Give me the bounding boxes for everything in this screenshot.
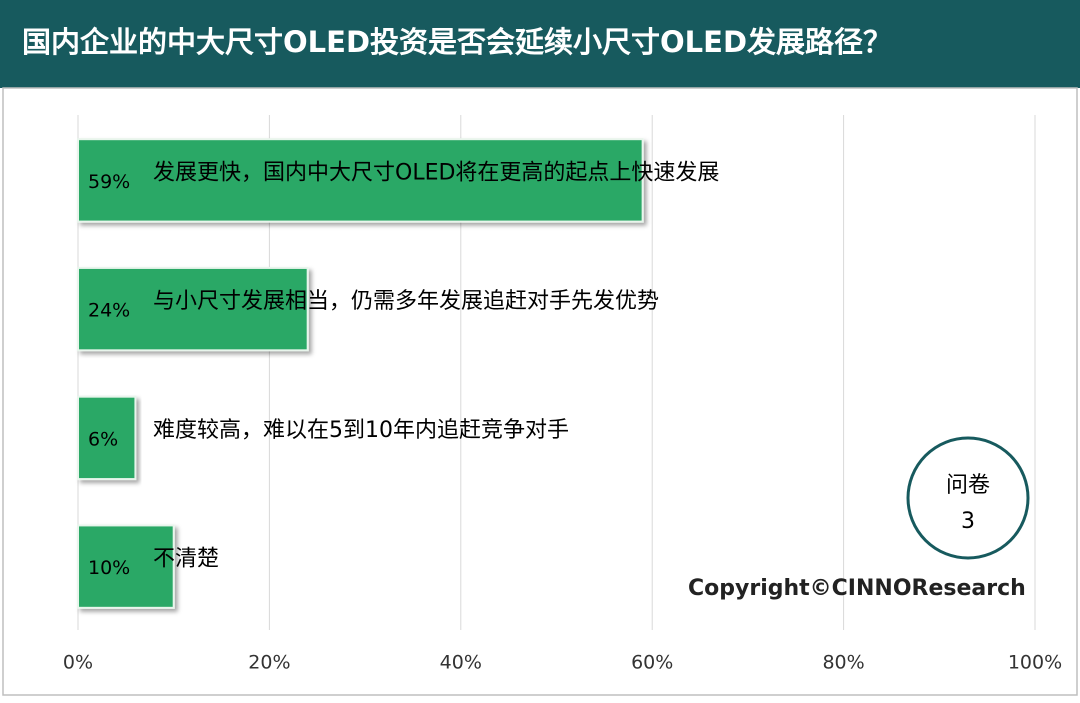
x-tick-label: 0% (63, 652, 93, 674)
value-label: 6% (88, 428, 118, 450)
x-tick-label: 40% (440, 652, 482, 674)
x-tick-label: 80% (822, 652, 864, 674)
x-tick-label: 20% (248, 652, 290, 674)
category-label: 不清楚 (153, 547, 219, 572)
x-tick-label: 100% (1008, 652, 1062, 674)
x-tick-label: 60% (631, 652, 673, 674)
value-label: 24% (88, 300, 130, 322)
value-label: 59% (88, 171, 130, 193)
bar (77, 395, 137, 481)
category-label: 发展更快，国内中大尺寸OLED将在更高的起点上快速发展 (153, 160, 719, 185)
bars: 59% 发展更快，国内中大尺寸OLED将在更高的起点上快速发展 24% 与小尺寸发展相… (77, 138, 719, 609)
badge-number: 3 (961, 509, 975, 534)
header-bar (0, 0, 1080, 88)
badge-title: 问卷 (946, 473, 990, 498)
chart-title: 国内企业的中大尺寸OLED投资是否会延续小尺寸OLED发展路径？ (22, 25, 892, 59)
category-label: 难度较高，难以在5到10年内追赶竞争对手 (153, 418, 569, 443)
bar (77, 524, 175, 609)
category-label: 与小尺寸发展相当，仍需多年发展追赶对手先发优势 (153, 289, 659, 314)
copyright: Copyright©CINNOResearch (688, 576, 1026, 601)
badge (906, 436, 1030, 560)
value-label: 10% (88, 557, 130, 579)
bar (77, 138, 644, 223)
bar (77, 266, 309, 352)
